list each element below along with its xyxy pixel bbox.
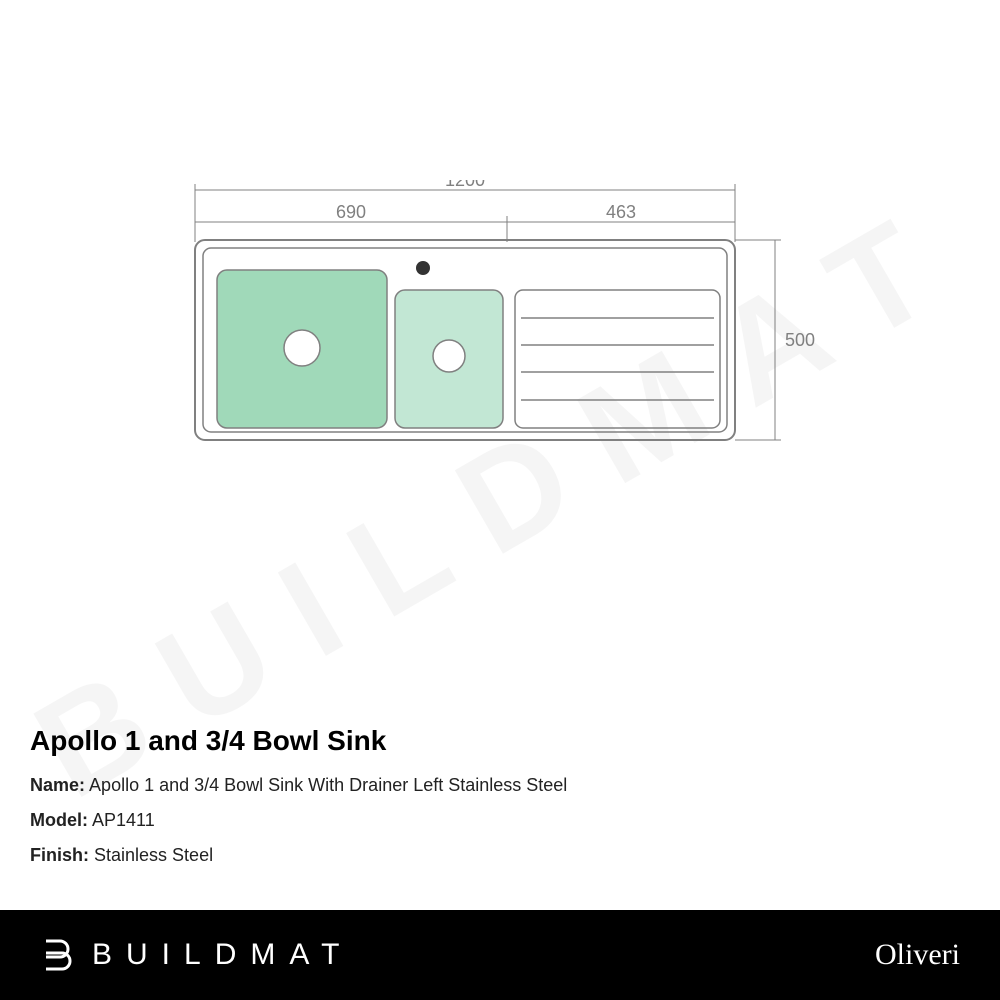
finish-value: Stainless Steel bbox=[94, 845, 213, 865]
product-model-row: Model: AP1411 bbox=[30, 810, 567, 831]
brand-icon bbox=[40, 937, 76, 973]
svg-text:1200: 1200 bbox=[445, 180, 485, 190]
brand-text: BUILDMAT bbox=[92, 938, 353, 972]
model-label: Model: bbox=[30, 810, 88, 830]
svg-text:463: 463 bbox=[606, 202, 636, 222]
svg-text:690: 690 bbox=[336, 202, 366, 222]
brand-logo: BUILDMAT bbox=[40, 937, 353, 973]
model-value: AP1411 bbox=[92, 810, 155, 830]
product-name-row: Name: Apollo 1 and 3/4 Bowl Sink With Dr… bbox=[30, 775, 567, 796]
finish-label: Finish: bbox=[30, 845, 89, 865]
name-label: Name: bbox=[30, 775, 85, 795]
product-finish-row: Finish: Stainless Steel bbox=[30, 845, 567, 866]
footer-bar: BUILDMAT Oliveri bbox=[0, 910, 1000, 1000]
product-title: Apollo 1 and 3/4 Bowl Sink bbox=[30, 725, 567, 757]
sink-diagram: 1200 690 463 500 bbox=[175, 180, 825, 480]
svg-text:500: 500 bbox=[785, 330, 815, 350]
partner-logo: Oliveri bbox=[875, 938, 960, 972]
product-info: Apollo 1 and 3/4 Bowl Sink Name: Apollo … bbox=[30, 725, 567, 880]
name-value: Apollo 1 and 3/4 Bowl Sink With Drainer … bbox=[89, 775, 567, 795]
